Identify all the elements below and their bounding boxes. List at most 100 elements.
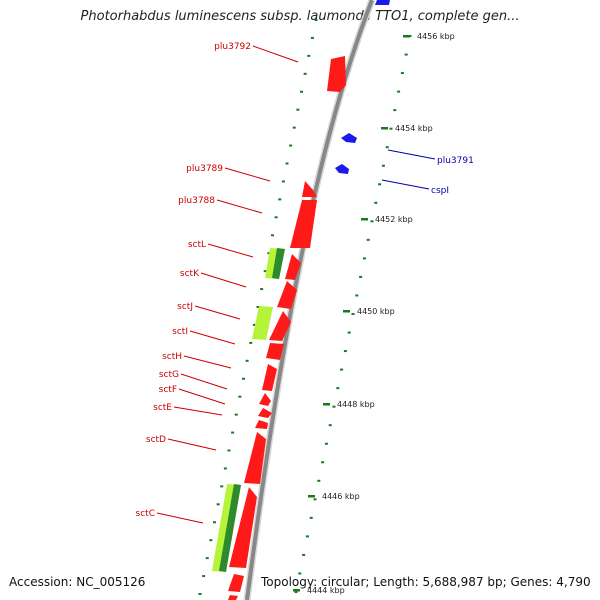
outer-tick-dash <box>374 201 378 204</box>
gene-scth <box>262 364 277 391</box>
gene-plu3788 <box>290 200 317 248</box>
accession-label: Accession: NC_005126 <box>9 575 146 589</box>
gene-sctl <box>285 254 301 280</box>
inner-tick-dash <box>314 19 318 21</box>
outer-tick-dash <box>347 331 351 334</box>
outer-tick-marks: 4456 kbp 4454 kbp 4452 kbp 4450 kbp 4448 kbp… <box>293 32 455 595</box>
label-leader-line <box>194 305 241 320</box>
inner-tick-dash <box>285 162 289 165</box>
outer-tick-dash <box>317 479 321 482</box>
inner-tick-dash <box>238 395 242 398</box>
outer-tick-dash <box>321 461 325 464</box>
map-title: Photorhabdus luminescens subsp. laumondi… <box>80 9 520 24</box>
outer-tick-dash <box>324 442 328 445</box>
inner-tick-dash <box>205 557 209 560</box>
scale-tick-label: 4444 kbp <box>307 586 345 595</box>
inner-tick-dash <box>292 126 296 129</box>
gene-label-plu3791: plu3791 <box>437 156 474 166</box>
inner-tick-dash <box>249 341 253 344</box>
inner-tick-dash <box>274 216 278 219</box>
scale-tick-label: 4452 kbp <box>375 215 413 224</box>
gc-bar-sctc-dark <box>219 484 241 572</box>
outer-tick-dash <box>400 72 404 75</box>
outer-tick-dash <box>389 127 393 130</box>
label-leader-line <box>381 179 430 190</box>
outer-tick-dash <box>328 424 332 427</box>
inner-tick-dash <box>303 72 307 75</box>
outer-tick-dash <box>370 220 374 223</box>
inner-tick-dash <box>263 270 267 273</box>
outer-tick-dash <box>385 146 389 149</box>
scale-tick-label: 4450 kbp <box>357 307 395 316</box>
gene-scte <box>255 420 268 429</box>
outer-tick-dash <box>332 405 336 408</box>
outer-tick-dash <box>355 294 359 297</box>
outer-tick-dash <box>404 53 408 56</box>
outer-tick-dash <box>393 109 397 112</box>
gene-plu3789 <box>302 181 317 197</box>
scale-tick-label: 4446 kbp <box>322 492 360 501</box>
label-leader-line <box>189 330 236 345</box>
gene-sctd <box>244 432 266 484</box>
label-leader-line <box>200 272 247 288</box>
genome-backbone <box>243 0 376 600</box>
gene-label-plu3792: plu3792 <box>214 42 251 52</box>
inner-tick-dash <box>278 198 282 201</box>
scale-tick-mark <box>343 310 350 313</box>
scale-ticks: 4456 kbp 4454 kbp 4452 kbp 4450 kbp 4448 kbp… <box>293 32 455 595</box>
outer-tick-dash <box>351 313 355 315</box>
inner-tick-dash <box>227 449 231 452</box>
outer-tick-dash <box>397 90 401 93</box>
outer-tick-dash <box>381 164 385 167</box>
label-leader-line <box>224 167 271 182</box>
outer-tick-dash <box>302 553 306 556</box>
inner-tick-dash <box>260 288 264 291</box>
outer-tick-dash <box>366 238 370 241</box>
inner-tick-dash <box>220 485 224 488</box>
gene-next-2 <box>228 595 238 600</box>
inner-tick-marks <box>198 19 318 595</box>
outer-tick-dash <box>298 572 302 575</box>
inner-tick-dash <box>307 54 311 57</box>
outer-tick-dash <box>294 591 298 593</box>
outer-tick-dash <box>313 498 317 501</box>
gene-label-sctd: sctD <box>146 435 166 445</box>
label-leader-line <box>216 199 263 214</box>
inner-tick-dash <box>267 252 271 255</box>
gene-labels: plu3792 plu3789 plu3788 sctL sctK sctJ sctI sct… <box>136 42 474 524</box>
gene-scti <box>266 343 284 360</box>
label-leader-line <box>167 438 217 451</box>
inner-tick-dash <box>198 593 202 595</box>
scale-tick-label: 4454 kbp <box>395 124 433 133</box>
label-leader-line <box>173 406 223 416</box>
inner-tick-dash <box>252 323 256 326</box>
gene-label-plu3788: plu3788 <box>178 196 215 206</box>
gene-label-cspi: cspI <box>431 186 449 196</box>
scale-tick-mark <box>308 495 315 498</box>
inner-tick-dash <box>300 90 303 93</box>
inner-tick-dash <box>245 359 249 362</box>
label-leader-line <box>180 373 228 390</box>
inner-tick-dash <box>216 503 220 506</box>
scale-tick-mark <box>381 127 388 130</box>
label-leader-line <box>178 388 226 405</box>
gene-label-plu3789: plu3789 <box>186 164 223 174</box>
inner-tick-dash <box>296 108 300 111</box>
gene-label-sctc: sctC <box>136 509 155 519</box>
outer-tick-dash <box>359 275 363 278</box>
scale-tick-mark <box>361 218 368 221</box>
inner-tick-dash <box>231 431 235 434</box>
inner-tick-dash <box>234 413 238 416</box>
gene-plu3791 <box>341 133 357 143</box>
reverse-strand-genes <box>335 0 390 174</box>
gene-sctc <box>229 487 257 568</box>
scale-tick-mark <box>293 589 300 592</box>
gene-sctj <box>269 311 291 341</box>
gc-bar-sctl-dark <box>272 248 285 279</box>
genome-summary: Topology: circular; Length: 5,688,987 bp… <box>261 575 591 589</box>
inner-tick-dash <box>209 539 213 542</box>
gene-label-scti: sctI <box>172 327 188 337</box>
gene-plu3792 <box>327 56 346 92</box>
gene-label-scte: sctE <box>153 403 172 413</box>
